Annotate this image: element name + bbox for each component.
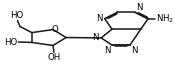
Text: N: N bbox=[104, 46, 110, 55]
Text: O: O bbox=[52, 25, 59, 34]
Text: N: N bbox=[92, 33, 99, 42]
Text: HO: HO bbox=[4, 38, 17, 46]
Text: N: N bbox=[131, 46, 137, 55]
Text: N: N bbox=[96, 14, 103, 23]
Text: HO: HO bbox=[10, 11, 23, 20]
Text: N: N bbox=[136, 3, 143, 12]
Text: NH$_2$: NH$_2$ bbox=[156, 13, 174, 25]
Text: OH: OH bbox=[47, 53, 61, 62]
